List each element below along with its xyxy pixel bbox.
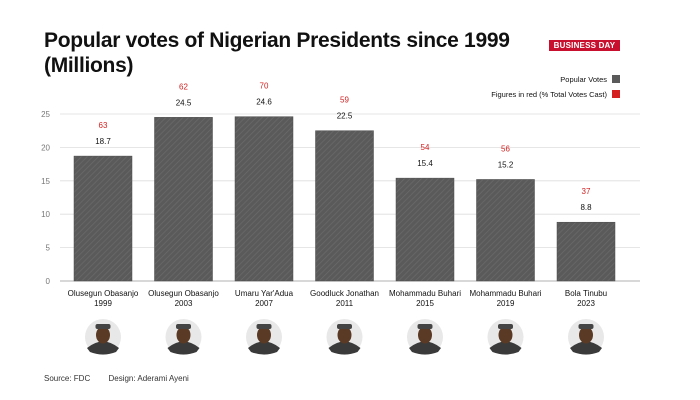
chart-title: Popular votes of Nigerian Presidents sin…: [44, 28, 510, 78]
legend-swatch-percent: [612, 90, 620, 98]
y-axis: 0 5 10 15 20 25: [41, 110, 50, 286]
portrait-shoulders: [167, 341, 200, 355]
president-portrait: [85, 319, 121, 355]
portrait-face: [96, 326, 110, 344]
bar: [315, 130, 374, 282]
x-tick-label-name: Bola Tinubu: [565, 289, 607, 298]
percent-label: 59: [340, 96, 349, 105]
portrait-shoulders: [328, 341, 361, 355]
portrait-face: [579, 326, 593, 344]
source-note: Source: FDC: [44, 374, 91, 383]
value-label: 24.5: [176, 98, 192, 107]
bar: [154, 117, 213, 282]
portrait-cap: [498, 324, 513, 329]
president-portrait: [326, 319, 363, 355]
portrait-face: [176, 326, 191, 344]
portrait-cap: [417, 324, 433, 329]
x-tick-label-name: Umaru Yar'Adua: [235, 289, 294, 298]
portrait-face: [337, 326, 352, 344]
chart-title-line-1: Popular votes of Nigerian Presidents sin…: [44, 29, 510, 52]
legend-label-popular-votes: Popular Votes: [560, 75, 607, 84]
chart-title-line-2: (Millions): [44, 54, 134, 77]
footer: Source: FDC Design: Aderami Ayeni: [44, 374, 205, 383]
x-tick-label-year: 2007: [255, 299, 273, 308]
portrait-face: [257, 326, 271, 344]
percent-label: 63: [99, 121, 108, 130]
y-tick-label: 15: [41, 177, 50, 186]
portrait-cap: [95, 324, 111, 329]
x-tick-label-year: 2023: [577, 299, 595, 308]
y-tick-label: 10: [41, 210, 50, 219]
portraits: [85, 319, 604, 355]
x-tick-label-name: Olusegun Obasanjo: [148, 289, 219, 298]
x-tick-label-name: Mohammadu Buhari: [469, 289, 541, 298]
legend: Popular Votes Figures in red (% Total Vot…: [491, 75, 620, 99]
portrait-shoulders: [87, 341, 119, 355]
bar: [395, 177, 455, 282]
y-tick-label: 25: [41, 110, 50, 119]
percent-label: 37: [582, 187, 591, 196]
legend-swatch-popular-votes: [612, 75, 620, 83]
x-tick-label-name: Olusegun Obasanjo: [68, 289, 139, 298]
portrait-face: [498, 326, 513, 344]
portrait-face: [418, 326, 432, 344]
president-portrait: [568, 319, 604, 355]
y-tick-label: 5: [46, 244, 51, 253]
percent-label: 56: [501, 144, 510, 153]
value-label: 18.7: [95, 137, 111, 146]
value-label: 24.6: [256, 98, 272, 107]
portrait-cap: [337, 324, 352, 329]
legend-label-percent: Figures in red (% Total Votes Cast): [491, 90, 607, 99]
portrait-shoulders: [570, 341, 602, 355]
portrait-shoulders: [489, 341, 522, 355]
bar: [234, 116, 294, 282]
businessday-logo: BUSINESS DAY: [549, 40, 620, 51]
x-tick-label-year: 1999: [94, 299, 112, 308]
value-label: 15.2: [498, 160, 514, 169]
bar: [476, 179, 535, 282]
design-credit: Design: Aderami Ayeni: [108, 374, 189, 383]
bars: [73, 116, 616, 282]
percent-label: 70: [260, 82, 269, 91]
president-portrait: [246, 319, 282, 355]
portrait-cap: [256, 324, 272, 329]
president-portrait: [407, 319, 443, 355]
portrait-cap: [176, 324, 191, 329]
portrait-cap: [578, 324, 594, 329]
x-tick-label-year: 2003: [175, 299, 193, 308]
portrait-shoulders: [248, 341, 280, 355]
bar: [556, 221, 616, 282]
value-label: 22.5: [337, 112, 353, 121]
x-tick-label-name: Goodluck Jonathan: [310, 289, 379, 298]
y-tick-label: 20: [41, 143, 50, 152]
percent-label: 54: [421, 143, 430, 152]
portrait-shoulders: [409, 341, 441, 355]
x-tick-label-year: 2015: [416, 299, 434, 308]
data-labels: 18.7 63 24.5 62 24.6 70 22.5 59 15.4 54 15.2 56 8.8 3…: [95, 82, 592, 213]
value-label: 15.4: [417, 159, 433, 168]
x-tick-label-name: Mohammadu Buhari: [389, 289, 461, 298]
percent-label: 62: [179, 82, 188, 91]
x-tick-label-year: 2019: [497, 299, 515, 308]
y-tick-label: 0: [46, 277, 51, 286]
president-portrait: [165, 319, 202, 355]
x-tick-label-year: 2011: [336, 299, 354, 308]
bar: [73, 155, 133, 282]
value-label: 8.8: [580, 203, 592, 212]
president-portrait: [487, 319, 524, 355]
